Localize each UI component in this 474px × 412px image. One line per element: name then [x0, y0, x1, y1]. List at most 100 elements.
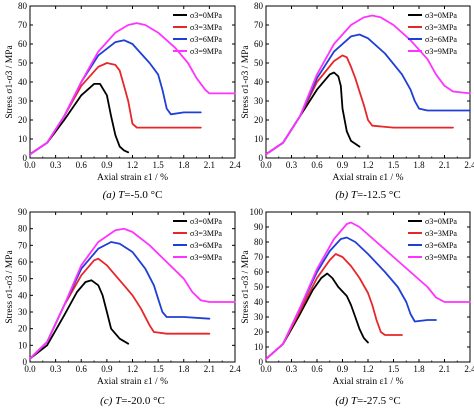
series-line-3 [265, 14, 471, 156]
x-tick-label: 1.8 [413, 160, 425, 170]
y-tick-label: 10 [254, 134, 264, 144]
chart-panel-0: 0.0 0.3 0.6 0.9 1.2 1.5 1.8 2.1 2.4 0 10 20 30 40 50 60… [5, 1, 241, 201]
legend-label-3: σ3=9MPa [190, 253, 222, 262]
series-line-2 [265, 236, 437, 360]
y-tick-label: 30 [18, 307, 28, 317]
y-tick-label: 80 [254, 1, 264, 11]
y-tick-label: 60 [254, 267, 264, 277]
caption-value: =-20.0 °C [121, 395, 165, 407]
legend-label-1: σ3=3MPa [425, 229, 457, 238]
y-tick-label: 30 [254, 312, 264, 322]
legend-label-1: σ3=3MPa [425, 23, 457, 32]
x-tick-label: 2.1 [204, 160, 215, 170]
y-tick-label: 80 [254, 237, 264, 247]
y-tick-label: 70 [18, 240, 28, 250]
y-tick-label: 20 [18, 115, 28, 125]
y-tick-label: 0 [259, 357, 264, 367]
x-tick-label: 1.5 [388, 364, 400, 374]
series-line-1 [265, 253, 403, 360]
x-tick-label: 1.8 [413, 364, 425, 374]
series-line-0 [265, 272, 369, 360]
x-tick-label: 0.0 [260, 160, 272, 170]
y-tick-label: 80 [18, 224, 28, 234]
y-tick-label: 60 [18, 257, 28, 267]
caption-value: =-12.5 °C [357, 189, 401, 201]
chart-caption: (d) T=-27.5 °C [335, 395, 400, 407]
caption-label: (c) [100, 395, 115, 407]
series-line-1 [265, 54, 454, 156]
caption-variable: T [118, 189, 125, 201]
series-line-3 [29, 227, 236, 360]
x-tick-label: 2.4 [464, 160, 474, 170]
x-tick-label: 0.6 [76, 160, 88, 170]
chart-panel-3: 0.0 0.3 0.6 0.9 1.2 1.5 1.8 2.1 2.4 0 10 20 30 40 50 60… [241, 207, 474, 407]
x-tick-label: 0.9 [337, 364, 349, 374]
caption-variable: T [351, 189, 358, 201]
legend-label-2: σ3=6MPa [425, 35, 457, 44]
legend-label-1: σ3=3MPa [190, 23, 222, 32]
chart-caption: (b) T=-12.5 °C [335, 189, 400, 201]
x-axis-title: Axial strain ε1 / % [97, 377, 168, 387]
x-axis-title: Axial strain ε1 / % [332, 173, 403, 183]
y-tick-label: 50 [254, 282, 264, 292]
caption-variable: T [115, 395, 122, 407]
y-axis-title: Stress σ1-σ3 / MPa [241, 250, 251, 324]
y-tick-label: 30 [18, 96, 28, 106]
y-tick-label: 10 [18, 340, 28, 350]
x-tick-label: 1.5 [388, 160, 400, 170]
x-tick-label: 0.0 [260, 364, 272, 374]
y-tick-label: 40 [254, 77, 264, 87]
x-tick-label: 1.5 [153, 364, 165, 374]
caption-value: =-5.0 °C [124, 189, 162, 201]
y-tick-label: 20 [254, 115, 264, 125]
legend-label-0: σ3=0MPa [190, 217, 222, 226]
y-tick-label: 70 [18, 20, 28, 30]
caption-label: (d) [335, 395, 351, 407]
x-tick-label: 2.1 [439, 160, 450, 170]
caption-value: =-27.5 °C [357, 395, 401, 407]
y-tick-label: 40 [18, 290, 28, 300]
y-tick-label: 30 [254, 96, 264, 106]
x-tick-label: 2.1 [204, 364, 215, 374]
x-tick-label: 0.9 [337, 160, 349, 170]
legend-label-0: σ3=0MPa [425, 217, 457, 226]
legend-label-0: σ3=0MPa [425, 11, 457, 20]
x-tick-label: 0.3 [286, 160, 298, 170]
y-tick-label: 40 [254, 297, 264, 307]
series-line-1 [29, 62, 202, 156]
x-axis-title: Axial strain ε1 / % [332, 377, 403, 387]
y-tick-label: 60 [254, 39, 264, 49]
legend-label-3: σ3=9MPa [425, 253, 457, 262]
caption-label: (b) [335, 189, 351, 201]
series-line-0 [29, 279, 130, 360]
x-axis-title: Axial strain ε1 / % [97, 173, 168, 183]
series-line-2 [29, 241, 211, 360]
y-tick-label: 50 [18, 58, 28, 68]
x-tick-label: 1.5 [153, 160, 165, 170]
chart-panel-2: 0.0 0.3 0.6 0.9 1.2 1.5 1.8 2.1 2.4 0 10 20 30 40 50 60… [5, 207, 241, 407]
x-tick-label: 1.2 [362, 160, 373, 170]
x-tick-label: 0.9 [101, 364, 113, 374]
x-tick-label: 0.6 [76, 364, 88, 374]
legend-label-0: σ3=0MPa [190, 11, 222, 20]
x-tick-label: 2.4 [464, 364, 474, 374]
y-tick-label: 70 [254, 252, 264, 262]
x-tick-label: 2.4 [229, 364, 241, 374]
x-tick-label: 0.3 [50, 160, 62, 170]
x-tick-label: 0.9 [101, 160, 113, 170]
caption-variable: T [351, 395, 358, 407]
y-axis-title: Stress σ1-σ3 / MPa [241, 45, 251, 119]
x-tick-label: 0.3 [286, 364, 298, 374]
series-line-3 [265, 221, 471, 360]
y-tick-label: 50 [254, 58, 264, 68]
y-tick-label: 20 [18, 324, 28, 334]
caption-label: (a) [103, 189, 119, 201]
x-tick-label: 1.2 [127, 160, 138, 170]
series-line-0 [29, 83, 130, 156]
y-axis-title: Stress σ1-σ3 / MPa [5, 250, 15, 324]
x-tick-label: 1.8 [178, 160, 190, 170]
legend-label-2: σ3=6MPa [190, 35, 222, 44]
y-axis-title: Stress σ1-σ3 / MPa [5, 45, 15, 119]
y-tick-label: 60 [18, 39, 28, 49]
